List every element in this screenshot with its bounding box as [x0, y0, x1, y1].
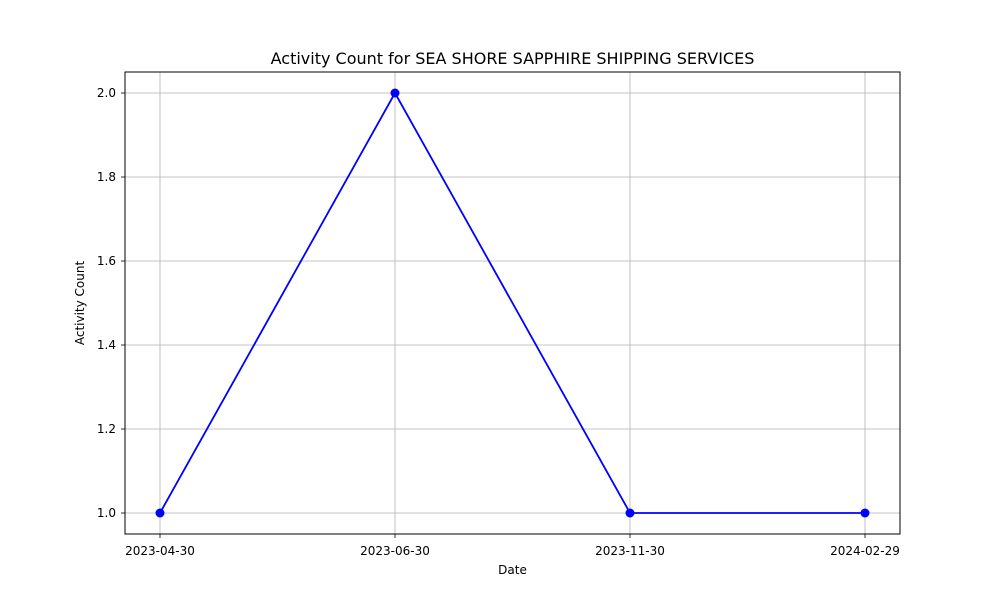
x-axis-ticks: 2023-04-30 2023-06-30 2023-11-30 2024-02-29 — [125, 534, 900, 558]
y-tick-label: 1.2 — [97, 422, 116, 436]
x-tick-label: 2023-11-30 — [595, 544, 665, 558]
series-line — [159, 91, 865, 514]
y-tick-label: 2.0 — [97, 86, 116, 100]
x-axis-label: Date — [498, 563, 527, 577]
plot-area-frame — [124, 71, 901, 535]
chart-title: Activity Count for SEA SHORE SAPPHIRE SH… — [271, 49, 755, 68]
data-point-marker — [390, 88, 400, 98]
data-point-marker — [625, 508, 635, 518]
y-axis-ticks: 1.0 1.2 1.4 1.6 1.8 2.0 — [97, 86, 125, 520]
y-axis-label: Activity Count — [73, 261, 87, 346]
y-tick-label: 1.0 — [97, 506, 116, 520]
data-point-marker — [860, 508, 870, 518]
y-tick-label: 1.8 — [97, 170, 116, 184]
data-point-marker — [155, 508, 165, 518]
x-tick-label: 2023-04-30 — [125, 544, 195, 558]
y-tick-label: 1.6 — [97, 254, 116, 268]
x-tick-label: 2024-02-29 — [830, 544, 900, 558]
x-tick-label: 2023-06-30 — [360, 544, 430, 558]
series-layer — [155, 88, 870, 518]
y-tick-label: 1.4 — [97, 338, 116, 352]
